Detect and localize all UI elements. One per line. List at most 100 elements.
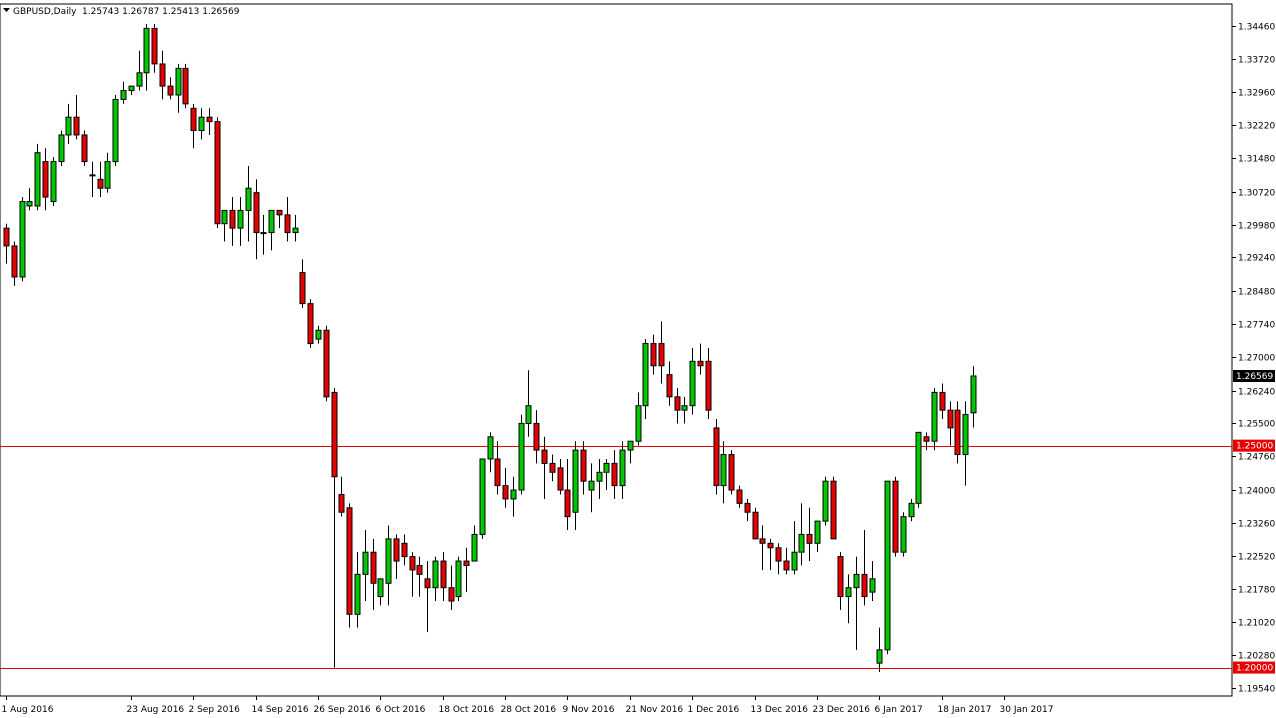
- time-axis[interactable]: 1 Aug 2016 23 Aug 2016 2 Sep 2016 14 Sep 20…: [2, 696, 1054, 715]
- candle-72: [564, 458, 571, 530]
- candle-body: [3, 227, 10, 247]
- candle-45: [354, 552, 361, 628]
- candle-body: [736, 489, 743, 504]
- candle-body: [627, 440, 634, 451]
- candle-95: [744, 498, 751, 522]
- candle-body: [221, 209, 228, 225]
- x-tick-label: 9 Nov 2016: [563, 705, 615, 715]
- candle-89: [697, 343, 704, 375]
- x-tick-label: 13 Dec 2016: [751, 705, 809, 715]
- x-tick-label: 21 Nov 2016: [626, 705, 684, 715]
- candle-body: [299, 272, 306, 305]
- candle-body: [331, 391, 338, 478]
- candle-body: [572, 449, 579, 513]
- candle-body: [689, 360, 696, 407]
- candle-67: [525, 370, 532, 437]
- candle-113: [884, 480, 891, 655]
- candle-body: [354, 573, 361, 615]
- candle-41: [323, 325, 330, 402]
- candle-13: [104, 152, 111, 193]
- price-tags: 1.25000 1.20000 1.26569: [1233, 370, 1275, 674]
- level-tag-1-bg: [1233, 661, 1275, 674]
- candle-25: [198, 108, 205, 140]
- candle-36: [284, 197, 291, 242]
- candle-body: [502, 485, 509, 500]
- candle-71: [557, 458, 564, 495]
- candle-body: [245, 187, 252, 211]
- plot-frame: [0, 3, 1233, 697]
- candle-18: [143, 23, 150, 91]
- candle-73: [572, 441, 579, 530]
- candle-8: [65, 103, 72, 144]
- candle-body: [175, 67, 182, 96]
- candle-body: [541, 449, 548, 464]
- candle-92: [720, 441, 727, 504]
- candle-37: [292, 214, 299, 242]
- price-axis[interactable]: 1.34460 1.33720 1.32960 1.32220 1.31480 1.307…: [1232, 23, 1275, 695]
- candle-2: [19, 197, 26, 282]
- level-tag-1-label: 1.20000: [1236, 664, 1273, 674]
- candle-body: [931, 391, 938, 442]
- candle-body: [440, 560, 447, 589]
- candle-body: [42, 161, 49, 198]
- x-tick-label: 26 Sep 2016: [314, 705, 371, 715]
- candle-61: [479, 458, 486, 539]
- chart-header: GBPUSD,Daily 1.25743 1.26787 1.25413 1.2…: [3, 7, 240, 17]
- candle-83: [650, 334, 657, 375]
- candle-body: [276, 209, 283, 216]
- candle-51: [401, 534, 408, 566]
- candle-98: [767, 538, 774, 570]
- candle-30: [237, 197, 244, 246]
- x-tick-label: 6 Oct 2016: [376, 705, 426, 715]
- candle-body: [518, 422, 525, 491]
- candle-76: [596, 458, 603, 499]
- candle-body: [861, 573, 868, 598]
- candle-97: [759, 525, 766, 570]
- candle-88: [689, 348, 696, 415]
- candle-86: [674, 387, 681, 424]
- candle-5: [42, 148, 49, 211]
- y-tick-label: 1.29980: [1238, 222, 1275, 232]
- candle-78: [611, 450, 618, 499]
- candle-body: [939, 391, 946, 411]
- candle-34: [268, 209, 275, 251]
- candle-body: [89, 174, 96, 177]
- y-tick-label: 1.32960: [1238, 89, 1275, 99]
- candle-body: [104, 161, 111, 189]
- candle-body: [580, 449, 587, 482]
- y-tick-label: 1.25500: [1238, 420, 1275, 430]
- candle-0: [3, 223, 10, 264]
- candle-90: [705, 348, 712, 420]
- candle-104: [814, 520, 821, 553]
- candle-body: [853, 573, 860, 589]
- candle-body: [869, 578, 876, 593]
- candle-body: [681, 405, 688, 411]
- candle-body: [34, 152, 41, 207]
- candle-120: [939, 383, 946, 420]
- candle-110: [861, 529, 868, 606]
- candle-58: [455, 556, 462, 602]
- candle-body: [876, 649, 883, 664]
- candle-9: [73, 94, 80, 140]
- candle-26: [206, 108, 213, 135]
- y-tick-label: 1.34460: [1238, 23, 1275, 33]
- candle-33: [260, 214, 267, 255]
- candle-123: [962, 401, 969, 486]
- candle-body: [416, 565, 423, 575]
- candle-64: [502, 467, 509, 508]
- candle-body: [292, 227, 299, 234]
- candle-body: [713, 427, 720, 487]
- candle-body: [151, 27, 158, 65]
- candle-57: [448, 565, 455, 610]
- x-tick-label: 6 Jan 2017: [875, 705, 923, 715]
- y-tick-label: 1.21020: [1238, 619, 1275, 629]
- candle-body: [338, 493, 345, 513]
- candle-15: [120, 81, 127, 104]
- x-tick-label: 18 Jan 2017: [938, 705, 992, 715]
- candle-100: [783, 547, 790, 575]
- candle-body: [728, 454, 735, 491]
- candle-24: [190, 103, 197, 149]
- candle-body: [588, 480, 595, 491]
